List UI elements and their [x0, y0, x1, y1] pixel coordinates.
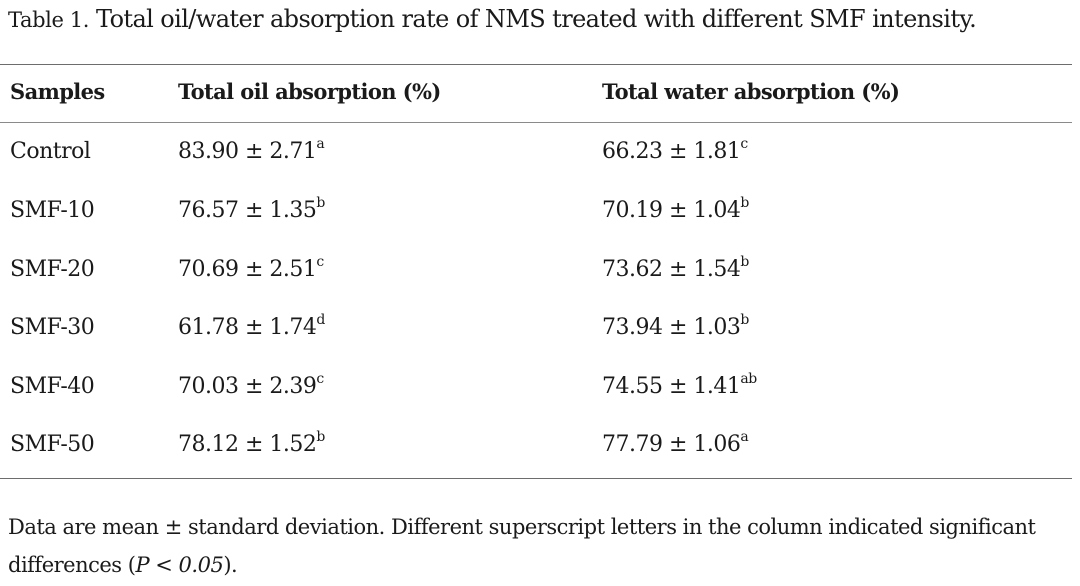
footnote-p-value: P < 0.05 [135, 553, 224, 577]
table-label: Table 1. [8, 8, 89, 32]
row-water-value: 73.62 ± 1.54b [602, 253, 749, 282]
row-sample-name: SMF-10 [10, 198, 95, 223]
table-title: Total oil/water absorption rate of NMS t… [96, 5, 977, 33]
footnote-text: Data are mean ± standard deviation. Diff… [8, 515, 1036, 577]
row-sample-name: SMF-20 [10, 257, 95, 282]
row-water-value: 77.79 ± 1.06a [602, 428, 749, 457]
row-oil-value: 61.78 ± 1.74d [178, 311, 325, 340]
row-oil-value: 83.90 ± 2.71a [178, 135, 325, 164]
row-oil-value: 70.69 ± 2.51c [178, 253, 324, 282]
row-oil-value: 76.57 ± 1.35b [178, 194, 325, 223]
header-samples: Samples [10, 79, 105, 104]
row-sample-name: SMF-50 [10, 432, 95, 457]
row-water-value: 73.94 ± 1.03b [602, 311, 749, 340]
row-oil-value: 78.12 ± 1.52b [178, 428, 325, 457]
table-header-rule [0, 122, 1072, 123]
row-sample-name: SMF-40 [10, 374, 95, 399]
table-top-rule [0, 64, 1072, 65]
row-water-value: 66.23 ± 1.81c [602, 135, 748, 164]
table-bottom-rule [0, 478, 1072, 479]
footnote-text-end: ). [223, 553, 238, 577]
row-sample-name: Control [10, 139, 91, 164]
row-sample-name: SMF-30 [10, 315, 95, 340]
row-water-value: 74.55 ± 1.41ab [602, 370, 757, 399]
header-oil-absorption: Total oil absorption (%) [178, 79, 441, 104]
table-caption: Table 1. Total oil/water absorption rate… [8, 4, 977, 35]
table-footnote: Data are mean ± standard deviation. Diff… [8, 508, 1072, 584]
row-water-value: 70.19 ± 1.04b [602, 194, 749, 223]
header-water-absorption: Total water absorption (%) [602, 79, 900, 104]
row-oil-value: 70.03 ± 2.39c [178, 370, 324, 399]
